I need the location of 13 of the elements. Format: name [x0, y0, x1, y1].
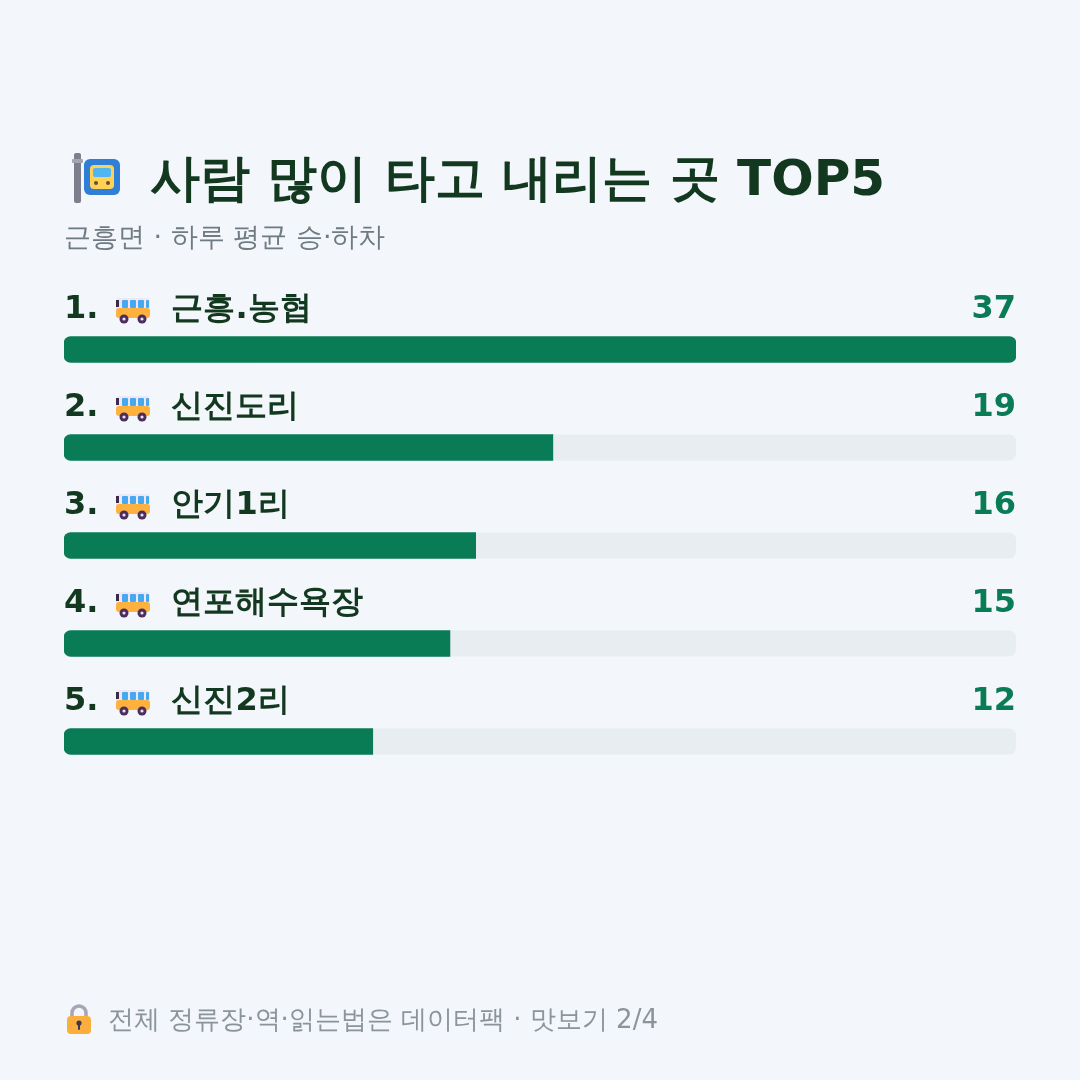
data-label: 15 [971, 582, 1016, 621]
chart-title: 사람 많이 타고 내리는 곳 TOP5 [150, 148, 886, 209]
category-label: 2. 신진도리 [64, 386, 300, 425]
category-label: 1. 근흥.농협 [64, 288, 312, 327]
data-label: 16 [971, 484, 1016, 523]
chart-subtitle: 근흥면 · 하루 평균 승·하차 [64, 220, 386, 254]
data-label: 12 [971, 680, 1016, 719]
category-label: 3. 안기1리 [64, 484, 290, 523]
data-label: 19 [971, 386, 1016, 425]
data-label: 37 [971, 288, 1016, 327]
category-label: 4. 연포해수욕장 [64, 582, 364, 621]
text: 전체 정류장·역·읽는법은 데이터팩 · 맛보기 2/4 [108, 1003, 658, 1036]
category-label: 5. 신진2리 [64, 680, 290, 719]
